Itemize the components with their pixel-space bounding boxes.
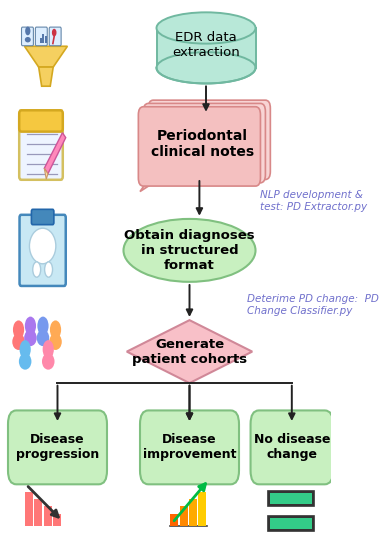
Polygon shape <box>140 172 170 191</box>
Ellipse shape <box>24 329 37 346</box>
Ellipse shape <box>25 37 31 42</box>
Text: Obtain diagnoses
in structured
format: Obtain diagnoses in structured format <box>124 229 255 272</box>
Ellipse shape <box>33 262 41 277</box>
FancyBboxPatch shape <box>8 410 107 485</box>
Ellipse shape <box>29 228 56 264</box>
Polygon shape <box>127 320 252 383</box>
Circle shape <box>19 340 31 359</box>
Polygon shape <box>39 67 53 86</box>
Bar <box>21 113 61 125</box>
Bar <box>45 36 47 43</box>
Bar <box>270 493 312 504</box>
FancyBboxPatch shape <box>140 410 239 485</box>
Text: Disease
improvement: Disease improvement <box>143 433 236 461</box>
FancyBboxPatch shape <box>143 103 265 183</box>
FancyBboxPatch shape <box>19 113 63 180</box>
Bar <box>35 499 42 526</box>
Circle shape <box>50 321 61 339</box>
FancyBboxPatch shape <box>35 27 47 46</box>
Ellipse shape <box>156 12 256 43</box>
FancyBboxPatch shape <box>139 107 260 186</box>
Ellipse shape <box>19 353 31 370</box>
Polygon shape <box>24 46 68 67</box>
Circle shape <box>25 26 30 35</box>
Bar <box>156 28 256 68</box>
Text: Periodontal
clinical notes: Periodontal clinical notes <box>151 129 254 159</box>
Bar <box>270 518 312 529</box>
Bar <box>198 492 206 526</box>
Bar <box>53 514 61 526</box>
FancyBboxPatch shape <box>19 215 66 286</box>
FancyBboxPatch shape <box>251 410 333 485</box>
Bar <box>170 514 178 526</box>
FancyBboxPatch shape <box>21 27 33 46</box>
FancyBboxPatch shape <box>49 27 61 46</box>
Circle shape <box>37 317 48 335</box>
Ellipse shape <box>42 353 55 370</box>
Ellipse shape <box>49 333 62 350</box>
Text: No disease
change: No disease change <box>254 433 330 461</box>
Bar <box>43 506 52 526</box>
Bar <box>42 34 44 43</box>
Bar <box>189 499 197 526</box>
Text: Deterime PD change:  PD
Change Classifier.py: Deterime PD change: PD Change Classifier… <box>247 294 379 316</box>
Bar <box>180 506 187 526</box>
Ellipse shape <box>45 262 52 277</box>
FancyBboxPatch shape <box>148 100 270 179</box>
FancyBboxPatch shape <box>19 111 63 131</box>
Polygon shape <box>44 168 48 179</box>
Text: EDR data
extraction: EDR data extraction <box>172 31 240 59</box>
Circle shape <box>13 321 24 339</box>
Text: Disease
progression: Disease progression <box>16 433 99 461</box>
Ellipse shape <box>156 52 256 84</box>
Bar <box>25 492 33 526</box>
Bar <box>268 516 314 531</box>
Bar <box>268 491 314 506</box>
Circle shape <box>25 317 36 335</box>
Circle shape <box>43 340 54 359</box>
Circle shape <box>52 29 57 36</box>
Ellipse shape <box>12 333 25 350</box>
Polygon shape <box>44 133 66 174</box>
Ellipse shape <box>37 329 49 346</box>
Bar <box>40 37 42 43</box>
Ellipse shape <box>123 219 256 282</box>
FancyBboxPatch shape <box>31 210 54 224</box>
Text: NLP development &
test: PD Extractor.py: NLP development & test: PD Extractor.py <box>260 190 367 212</box>
Text: Generate
patient cohorts: Generate patient cohorts <box>132 338 247 366</box>
